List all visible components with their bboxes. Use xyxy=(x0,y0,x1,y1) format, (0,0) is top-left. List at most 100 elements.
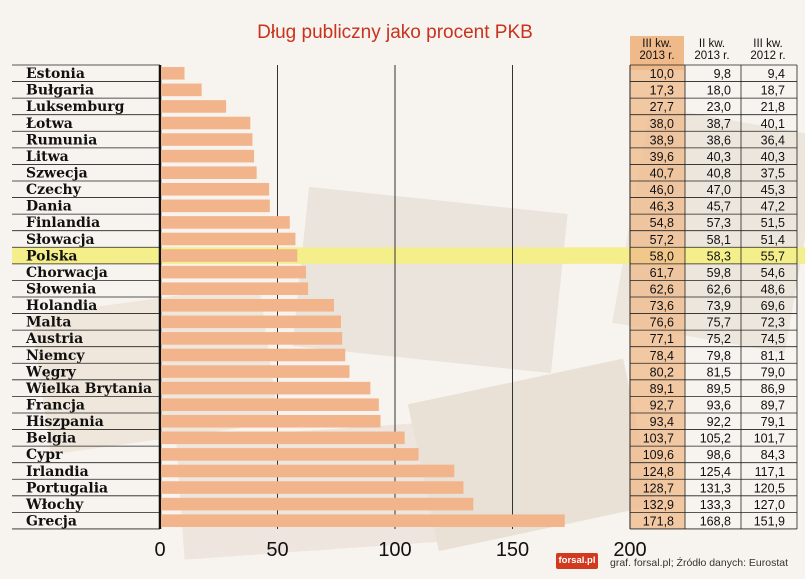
category-label-12: Chorwacja xyxy=(26,265,108,281)
table-value-2-0: 9,4 xyxy=(768,67,785,81)
table-value-0-16: 77,1 xyxy=(650,332,674,346)
table-value-0-24: 124,8 xyxy=(643,465,674,479)
table-value-0-23: 109,6 xyxy=(643,448,674,462)
table-value-0-0: 10,0 xyxy=(650,67,674,81)
category-label-19: Wielka Brytania xyxy=(25,381,152,397)
bar-10 xyxy=(161,232,296,246)
table-value-0-27: 171,8 xyxy=(643,514,674,528)
table-value-1-1: 18,0 xyxy=(707,84,731,98)
bar-25 xyxy=(161,481,464,494)
table-value-2-8: 47,2 xyxy=(761,200,785,214)
bar-24 xyxy=(161,464,455,478)
category-label-11: Polska xyxy=(26,248,77,264)
bar-1 xyxy=(161,83,202,97)
table-value-2-1: 18,7 xyxy=(761,84,785,98)
bar-18 xyxy=(161,365,350,378)
table-value-1-26: 133,3 xyxy=(700,498,731,512)
table-value-2-14: 69,6 xyxy=(761,299,785,313)
bar-21 xyxy=(161,414,381,428)
table-value-1-21: 92,2 xyxy=(707,415,731,429)
table-value-1-25: 131,3 xyxy=(700,481,731,495)
table-value-0-15: 76,6 xyxy=(650,316,674,330)
category-label-22: Belgia xyxy=(26,431,76,447)
table-value-2-17: 81,1 xyxy=(761,349,785,363)
highlight-band-polska xyxy=(12,247,805,264)
table-value-1-23: 98,6 xyxy=(707,448,731,462)
table-value-1-9: 57,3 xyxy=(707,216,731,230)
category-label-24: Irlandia xyxy=(26,464,89,480)
table-value-1-2: 23,0 xyxy=(707,100,731,114)
table-value-0-6: 40,7 xyxy=(650,166,674,180)
category-label-8: Dania xyxy=(26,199,72,215)
category-label-6: Szwecja xyxy=(26,165,88,181)
category-label-14: Holandia xyxy=(26,298,97,314)
table-value-0-1: 17,3 xyxy=(650,84,674,98)
table-value-1-10: 58,1 xyxy=(707,233,731,247)
bar-7 xyxy=(161,182,270,196)
category-label-20: Francja xyxy=(26,397,85,413)
table-value-2-27: 151,9 xyxy=(754,514,785,528)
category-label-13: Słowenia xyxy=(26,281,96,297)
category-label-4: Rumunia xyxy=(26,132,97,148)
table-value-1-8: 45,7 xyxy=(707,200,731,214)
table-value-1-7: 47,0 xyxy=(707,183,731,197)
bar-6 xyxy=(161,166,257,179)
table-value-2-11: 55,7 xyxy=(761,249,785,263)
table-value-2-21: 79,1 xyxy=(761,415,785,429)
chart-title: Dług publiczny jako procent PKB xyxy=(257,22,533,43)
table-value-0-12: 61,7 xyxy=(650,266,674,280)
bar-27 xyxy=(161,514,565,527)
table-value-0-26: 132,9 xyxy=(643,498,674,512)
table-value-2-23: 84,3 xyxy=(761,448,785,462)
table-value-2-10: 51,4 xyxy=(761,233,785,247)
table-value-1-27: 168,8 xyxy=(700,514,731,528)
table-value-0-14: 73,6 xyxy=(650,299,674,313)
table-value-2-12: 54,6 xyxy=(761,266,785,280)
table-value-0-3: 38,0 xyxy=(650,117,674,131)
table-value-1-14: 73,9 xyxy=(707,299,731,313)
table-value-2-2: 21,8 xyxy=(761,100,785,114)
bar-12 xyxy=(161,265,306,279)
column-header-q3-2012: III kw. 2012 r. xyxy=(750,38,786,62)
category-label-21: Hiszpania xyxy=(26,414,104,430)
bar-2 xyxy=(161,100,227,113)
bar-20 xyxy=(161,398,379,411)
table-value-1-4: 38,6 xyxy=(707,133,731,147)
table-value-0-2: 27,7 xyxy=(650,100,674,114)
category-label-10: Słowacja xyxy=(26,232,95,248)
bar-14 xyxy=(161,298,334,312)
category-label-26: Włochy xyxy=(25,497,84,513)
category-label-18: Węgry xyxy=(25,364,77,380)
x-tick-label-100: 100 xyxy=(378,539,411,561)
category-label-2: Luksemburg xyxy=(26,99,125,115)
table-value-2-25: 120,5 xyxy=(754,481,785,495)
category-label-5: Litwa xyxy=(26,149,69,165)
table-value-1-24: 125,4 xyxy=(700,465,731,479)
bar-22 xyxy=(161,431,405,445)
x-tick-label-150: 150 xyxy=(496,539,529,561)
table-value-2-20: 89,7 xyxy=(761,398,785,412)
table-value-2-18: 79,0 xyxy=(761,365,785,379)
table-value-2-4: 36,4 xyxy=(761,133,785,147)
category-label-25: Portugalia xyxy=(26,480,108,496)
table-value-2-13: 48,6 xyxy=(761,282,785,296)
table-value-1-0: 9,8 xyxy=(714,67,731,81)
table-value-0-13: 62,6 xyxy=(650,282,674,296)
table-value-1-3: 38,7 xyxy=(707,117,731,131)
table-value-0-21: 93,4 xyxy=(650,415,674,429)
table-value-1-6: 40,8 xyxy=(707,166,731,180)
category-label-27: Grecja xyxy=(26,513,77,529)
table-value-0-8: 46,3 xyxy=(650,200,674,214)
table-value-0-17: 78,4 xyxy=(650,349,674,363)
table-value-0-18: 80,2 xyxy=(650,365,674,379)
table-value-2-24: 117,1 xyxy=(755,465,785,479)
table-value-1-16: 75,2 xyxy=(707,332,731,346)
x-tick-label-200: 200 xyxy=(613,539,646,561)
category-label-1: Bułgaria xyxy=(26,83,94,99)
bar-9 xyxy=(161,216,290,229)
bar-19 xyxy=(161,381,371,395)
bar-15 xyxy=(161,315,342,329)
category-label-9: Finlandia xyxy=(26,215,100,231)
table-value-2-9: 51,5 xyxy=(761,216,785,230)
